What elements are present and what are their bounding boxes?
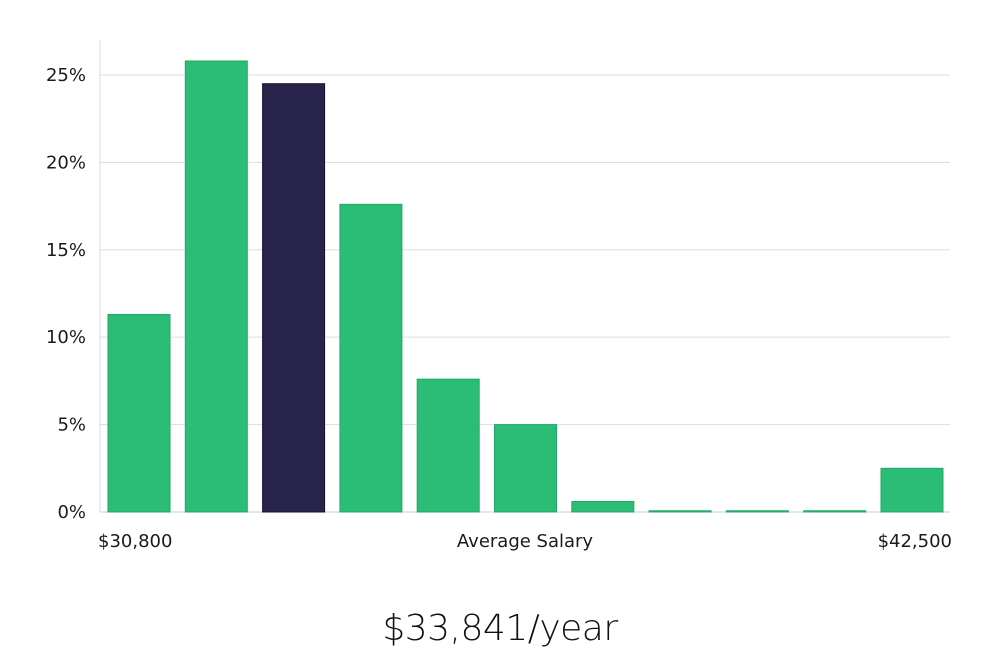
y-tick-label: 15% [46,240,86,261]
bar [184,60,248,513]
bar [571,501,635,513]
bar [880,467,944,513]
y-tick-label: 10% [46,327,86,348]
salary-histogram-chart: 0%5%10%15%20%25% $30,800 Average Salary … [46,40,952,552]
bars [107,60,944,513]
x-start-label: $30,800 [98,531,172,552]
bar [725,510,789,513]
average-salary-value: $33,841/year [382,608,618,649]
bar [339,203,403,513]
bar [416,378,480,513]
y-tick-label: 20% [46,152,86,173]
x-end-label: $42,500 [878,531,952,552]
bar [648,510,712,513]
y-tick-label: 5% [57,415,86,436]
bar [107,313,171,513]
x-axis-title: Average Salary [457,531,594,552]
bar [803,510,867,513]
y-tick-label: 25% [46,65,86,86]
y-tick-labels: 0% 5% 10% 15% 20% 25% [46,65,86,523]
bar [494,424,557,513]
bar-highlighted [262,83,326,513]
y-tick-label: 0% [57,502,86,523]
